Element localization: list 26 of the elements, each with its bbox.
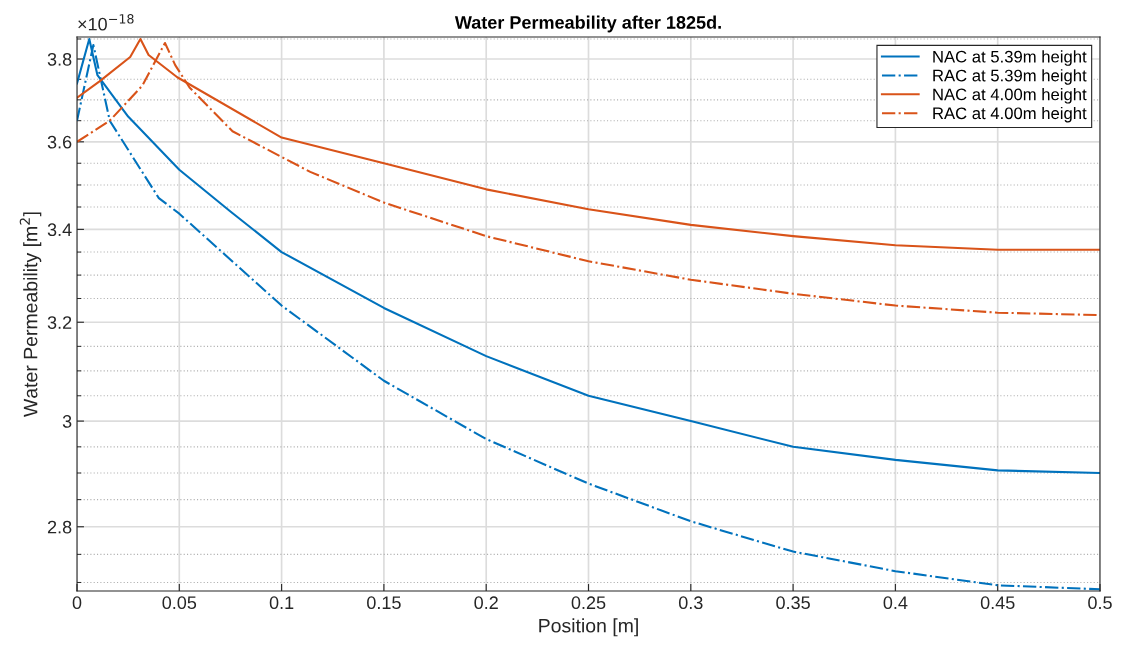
x-tick-label: 0.15 [367, 596, 401, 610]
y-tick-label: 3.6 [47, 135, 72, 149]
x-tick-label: 0.5 [1088, 596, 1112, 610]
y-tick-label: 3.2 [47, 316, 72, 329]
legend-label: NAC at 5.39m height [933, 50, 1087, 66]
text: ×10$^{−18}$ [78, 14, 134, 31]
x-tick-label: 0.05 [162, 596, 197, 610]
y-tick-label: 3 [62, 415, 72, 428]
x-tick-label: 0.25 [571, 596, 606, 610]
line-series [77, 41, 1100, 317]
x-tick-label: 0.45 [980, 596, 1015, 610]
y-tick-label: 3.4 [47, 223, 72, 237]
x-tick-label: 0.35 [776, 596, 810, 610]
legend-label: NAC at 4.00m height [933, 88, 1087, 104]
chart-title: Water Permeability after 1825d. [454, 15, 721, 33]
x-axis-title: Position [m] [539, 618, 638, 637]
x-tick-label: 0.2 [474, 596, 498, 610]
legend-label: RAC at 4.00m height [933, 106, 1087, 123]
y-axis-title: Water Permeability [m$^{2}$] [19, 212, 42, 417]
x-tick-label: 0.1 [269, 596, 294, 610]
y-tick-label: 3.8 [47, 52, 72, 66]
x-tick-label: 0 [72, 596, 82, 610]
x-tick-label: 0.4 [883, 596, 908, 610]
legend-label: RAC at 5.39m height [933, 69, 1087, 85]
x-tick-label: 0.3 [678, 596, 703, 610]
y-tick-label: 2.8 [47, 520, 72, 534]
